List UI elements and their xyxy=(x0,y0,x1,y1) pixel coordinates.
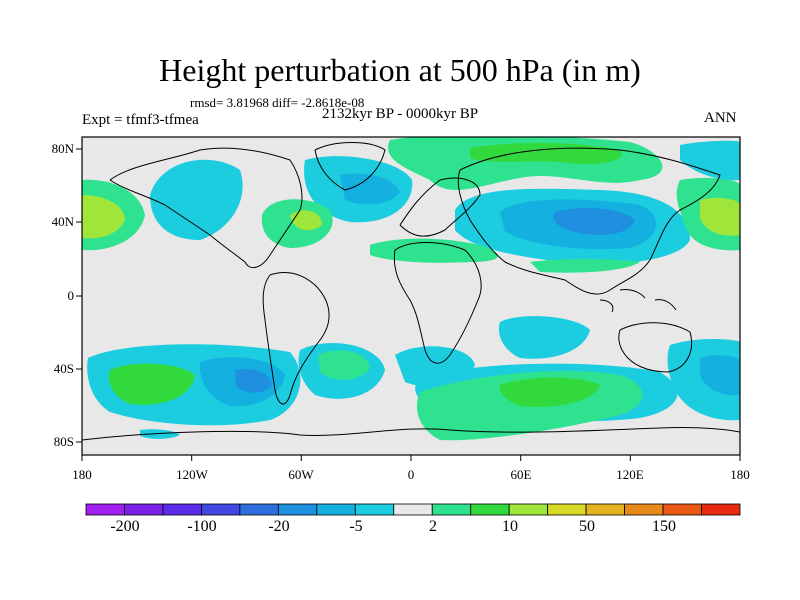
colorbar-label: 2 xyxy=(429,518,437,535)
lat-label-40n: 40N xyxy=(51,214,74,229)
colorbar-swatch xyxy=(239,503,279,516)
experiment-label: Expt = tfmf3-tfmea xyxy=(82,112,199,128)
colorbar-label: 150 xyxy=(652,518,676,535)
colorbar-swatch xyxy=(393,503,433,516)
lon-label-60w: 60W xyxy=(288,467,314,482)
contour-south-pacific-green xyxy=(108,363,195,405)
colorbar-swatch xyxy=(316,503,356,516)
coast-australia xyxy=(618,322,692,373)
coast-north-america xyxy=(109,147,303,269)
lon-label-0: 0 xyxy=(407,467,415,482)
colorbar-label: -100 xyxy=(187,518,217,535)
lon-label-120w: 120W xyxy=(176,467,208,482)
lat-label-0: 0 xyxy=(67,288,75,303)
lat-label-40s: 40S xyxy=(53,361,74,376)
contour-npacific-low xyxy=(150,159,243,240)
period-subtitle: 2132kyr BP - 0000kyr BP xyxy=(321,106,479,122)
lat-label-80n: 80N xyxy=(51,141,74,156)
contour-south-america-low-core xyxy=(235,368,272,393)
contour-southern-ocean-core xyxy=(499,377,600,407)
colorbar-swatch xyxy=(354,503,395,516)
colorbar-swatch xyxy=(277,503,318,516)
colorbar-label: 10 xyxy=(502,518,518,535)
contour-field xyxy=(82,137,740,455)
colorbar-label: -5 xyxy=(349,518,363,535)
contour-antarctic-blue xyxy=(140,429,180,439)
colorbar-swatch xyxy=(470,503,510,516)
contour-asia-low-core xyxy=(553,208,635,235)
contour-atlantic-low-core xyxy=(340,173,400,205)
contour-east-pacific-high-core xyxy=(700,197,740,236)
contour-west-pacific-high-core xyxy=(82,195,125,239)
contour-america-high-core xyxy=(290,210,322,231)
coast-europe xyxy=(399,177,481,237)
axis-ticks xyxy=(76,148,741,461)
coast-greenland xyxy=(314,142,386,191)
coast-south-america xyxy=(262,272,330,405)
colorbar-swatch xyxy=(201,503,241,516)
lon-label-120e: 120E xyxy=(616,467,644,482)
colorbar-swatch xyxy=(508,503,549,516)
colorbar xyxy=(85,503,741,516)
coast-asia xyxy=(457,147,721,295)
lat-label-80s: 80S xyxy=(53,434,74,449)
contour-china-band xyxy=(530,259,640,273)
colorbar-swatch xyxy=(85,503,125,516)
colorbar-swatch xyxy=(124,503,164,516)
lon-label-180w: 180 xyxy=(72,467,92,482)
colorbar-label: -20 xyxy=(268,518,290,535)
coastlines xyxy=(82,142,740,441)
coast-islands xyxy=(599,289,677,313)
stats-line: rmsd= 3.81968 diff= -2.8618e-08 xyxy=(190,95,365,110)
colorbar-swatch xyxy=(431,503,472,516)
plot-title: Height perturbation at 500 hPa (in m) xyxy=(159,52,641,88)
colorbar-label: 50 xyxy=(579,518,595,535)
contour-east-south-low-core xyxy=(700,355,740,396)
season-label: ANN xyxy=(704,110,737,126)
contour-arctic-east-low xyxy=(680,140,740,181)
colorbar-swatch xyxy=(624,503,664,516)
coast-antarctica xyxy=(82,426,740,441)
colorbar-swatch xyxy=(701,503,741,516)
contour-indian-low xyxy=(498,316,590,359)
contour-south-atlantic-green xyxy=(318,350,370,380)
colorbar-label: -200 xyxy=(110,518,140,535)
colorbar-swatch xyxy=(547,503,587,516)
coast-africa xyxy=(393,242,482,364)
colorbar-swatch xyxy=(585,503,625,516)
contour-mideast-band xyxy=(370,238,499,263)
lon-label-60e: 60E xyxy=(510,467,532,482)
lon-label-180e: 180 xyxy=(730,467,750,482)
colorbar-swatch xyxy=(162,503,202,516)
colorbar-swatch xyxy=(662,503,702,516)
